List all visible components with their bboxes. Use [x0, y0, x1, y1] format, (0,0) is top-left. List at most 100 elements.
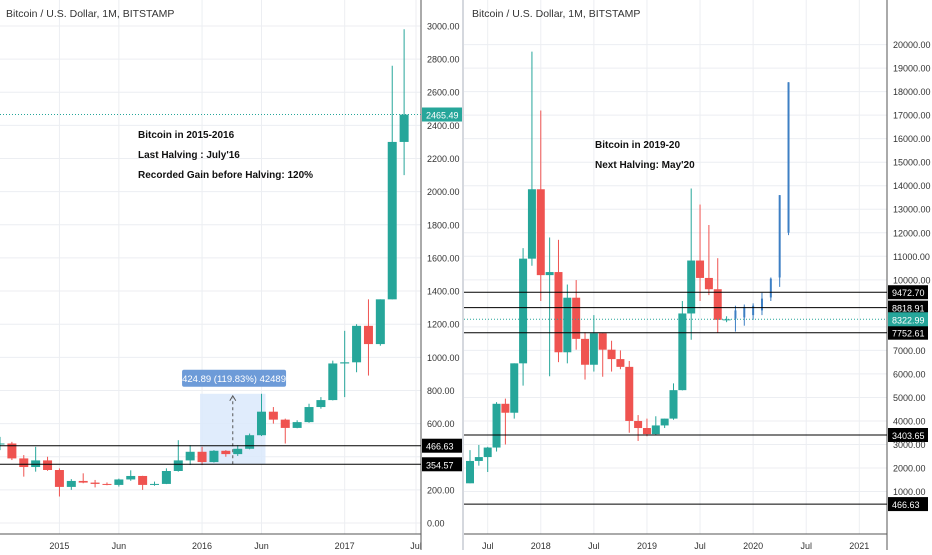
- candle[interactable]: [651, 416, 660, 436]
- y-tick-label: 1200.00: [427, 320, 460, 330]
- level-label: 7752.61: [892, 329, 925, 339]
- candle[interactable]: [536, 110, 545, 301]
- candle[interactable]: [292, 420, 302, 429]
- candle[interactable]: [352, 324, 362, 373]
- candle-body: [642, 428, 651, 435]
- candle[interactable]: [7, 441, 17, 461]
- candle-body: [519, 258, 528, 364]
- candle[interactable]: [328, 360, 338, 401]
- candle[interactable]: [598, 332, 607, 377]
- y-tick-label: 1400.00: [427, 287, 460, 297]
- candle-body: [340, 362, 350, 364]
- candle[interactable]: [466, 450, 474, 484]
- candle[interactable]: [687, 188, 696, 340]
- candle-body: [316, 400, 326, 408]
- candle[interactable]: [304, 403, 314, 423]
- y-tick-label: 20000.00: [893, 40, 931, 50]
- candle[interactable]: [375, 299, 385, 346]
- y-tick-label: 2600.00: [427, 88, 460, 98]
- y-tick-label: 600.00: [427, 419, 455, 429]
- x-tick-label: Jul: [694, 541, 706, 550]
- candle[interactable]: [66, 479, 76, 490]
- candle[interactable]: [102, 482, 112, 486]
- candle[interactable]: [634, 415, 643, 441]
- candle[interactable]: [704, 225, 713, 296]
- candle-body: [696, 260, 705, 278]
- right-chart-pane[interactable]: 9472.70 8818.91 7752.61 3403.65 466.63 8322.9…: [464, 0, 932, 551]
- y-tick-label: 2200.00: [427, 154, 460, 164]
- candle[interactable]: [150, 481, 160, 486]
- candle[interactable]: [256, 393, 266, 437]
- candle[interactable]: [363, 299, 373, 376]
- candle[interactable]: [399, 29, 409, 176]
- right-chart[interactable]: 9472.70 8818.91 7752.61 3403.65 466.63 8322.9…: [464, 0, 932, 551]
- candle[interactable]: [616, 350, 625, 370]
- level-label: 3403.65: [892, 431, 925, 441]
- candle-body: [466, 460, 474, 484]
- candle[interactable]: [387, 65, 397, 300]
- candle[interactable]: [713, 258, 722, 333]
- candle-body: [616, 359, 625, 367]
- y-tick-label: 2400.00: [427, 121, 460, 131]
- candle[interactable]: [173, 440, 183, 472]
- candle-body: [572, 297, 581, 339]
- candle[interactable]: [660, 418, 669, 429]
- candle[interactable]: [696, 204, 705, 301]
- y-tick-label: 7000.00: [893, 346, 926, 356]
- candle[interactable]: [519, 248, 528, 386]
- level-label: 466.63: [892, 500, 920, 510]
- x-tick-label: Jun: [112, 541, 127, 550]
- candle[interactable]: [581, 332, 590, 380]
- candle[interactable]: [19, 455, 29, 477]
- candle[interactable]: [221, 450, 231, 457]
- candle[interactable]: [492, 402, 501, 452]
- pane-divider[interactable]: [462, 0, 464, 550]
- candle[interactable]: [545, 237, 554, 377]
- y-tick-label: 10000.00: [893, 275, 931, 285]
- candle[interactable]: [126, 470, 136, 481]
- candle[interactable]: [678, 300, 687, 391]
- candle[interactable]: [554, 239, 563, 363]
- candle[interactable]: [54, 468, 64, 497]
- candle[interactable]: [245, 433, 255, 450]
- candle[interactable]: [197, 446, 207, 466]
- candle[interactable]: [510, 363, 519, 419]
- candle[interactable]: [607, 340, 616, 372]
- candle[interactable]: [563, 284, 572, 364]
- candle-body: [474, 457, 483, 461]
- y-tick-label: 17000.00: [893, 111, 931, 121]
- y-tick-label: 200.00: [427, 485, 455, 495]
- y-tick-label: 5000.00: [893, 393, 926, 403]
- candle[interactable]: [572, 280, 581, 350]
- candle[interactable]: [625, 360, 634, 433]
- candle[interactable]: [185, 445, 195, 466]
- candle[interactable]: [589, 315, 598, 372]
- candle[interactable]: [474, 444, 483, 466]
- candle[interactable]: [340, 330, 350, 398]
- candle[interactable]: [722, 316, 731, 323]
- annotation-text: Recorded Gain before Halving: 120%: [138, 170, 313, 181]
- left-chart[interactable]: 424.89 (119.83%) 42489 466.63 354.57 2465.4…: [0, 0, 463, 551]
- candle[interactable]: [642, 418, 651, 437]
- candle[interactable]: [209, 450, 219, 463]
- candle[interactable]: [90, 479, 100, 488]
- candle[interactable]: [114, 478, 124, 487]
- candle[interactable]: [316, 397, 326, 409]
- candle[interactable]: [501, 398, 510, 445]
- y-tick-label: 2800.00: [427, 55, 460, 65]
- candle[interactable]: [669, 383, 678, 420]
- y-tick-label: 4000.00: [893, 416, 926, 426]
- candle[interactable]: [31, 446, 41, 472]
- candle[interactable]: [483, 446, 492, 473]
- level-tag: [422, 457, 462, 472]
- candle[interactable]: [161, 468, 171, 485]
- candle[interactable]: [233, 445, 243, 456]
- candle-body: [209, 450, 219, 463]
- candle[interactable]: [78, 473, 88, 484]
- candle[interactable]: [0, 436, 5, 451]
- candle[interactable]: [280, 418, 290, 444]
- candle[interactable]: [527, 51, 536, 266]
- candle[interactable]: [138, 475, 148, 490]
- candle[interactable]: [268, 407, 278, 424]
- left-chart-pane[interactable]: 424.89 (119.83%) 42489 466.63 354.57 2465.4…: [0, 0, 463, 551]
